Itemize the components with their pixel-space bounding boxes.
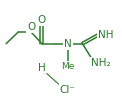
- Text: Me: Me: [61, 62, 75, 71]
- Text: O: O: [27, 22, 35, 32]
- Text: H: H: [38, 63, 46, 73]
- Text: N: N: [64, 39, 72, 49]
- Text: NH: NH: [98, 30, 113, 40]
- Text: Cl⁻: Cl⁻: [60, 85, 76, 95]
- Text: NH₂: NH₂: [91, 58, 110, 68]
- Text: O: O: [38, 15, 46, 25]
